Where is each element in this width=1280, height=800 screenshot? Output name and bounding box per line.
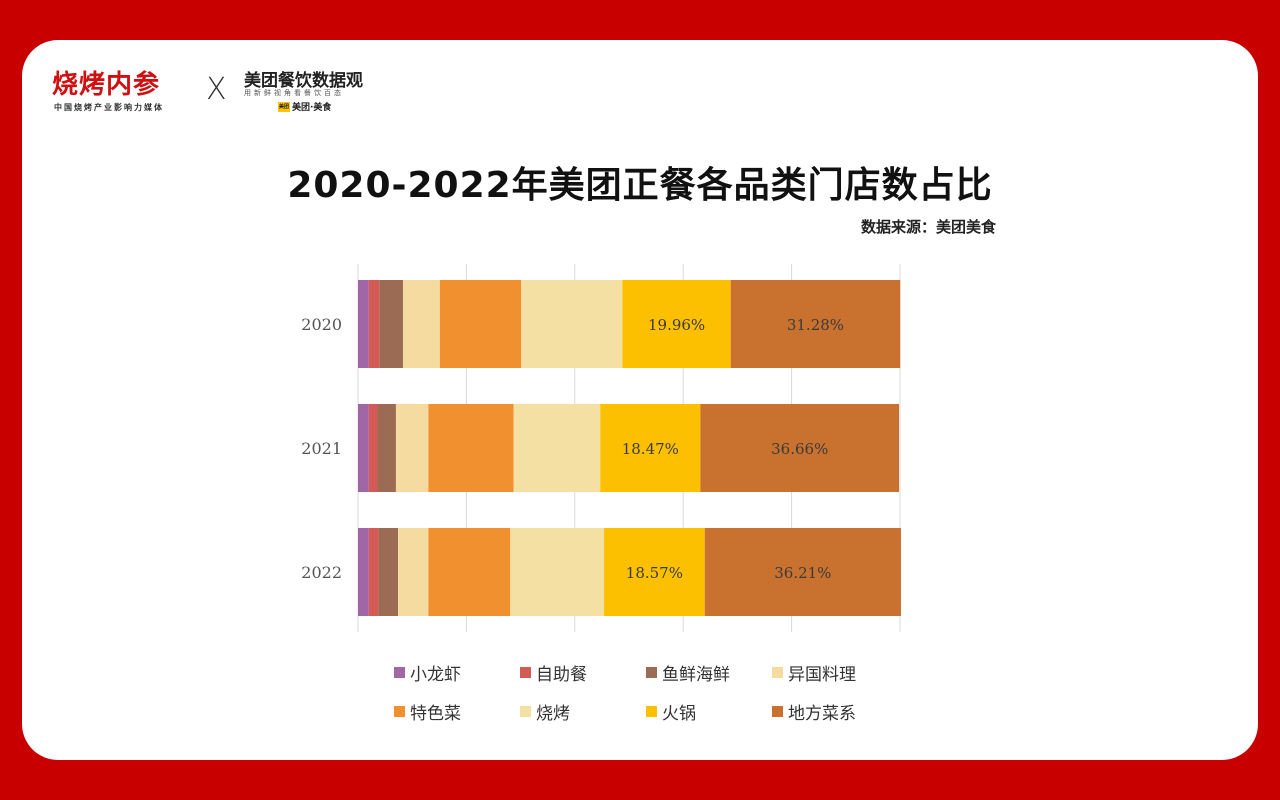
brand-logo-meituan-tagline: 用新鲜视角看餐饮百态 bbox=[244, 89, 344, 97]
bar-segment bbox=[358, 280, 369, 368]
meituan-food-brand-label: 美团·美食 bbox=[292, 103, 332, 113]
data-label: 18.47% bbox=[622, 440, 679, 458]
legend-item: 地方菜系 bbox=[772, 699, 898, 724]
bar-segment bbox=[398, 528, 429, 616]
data-label: 18.57% bbox=[626, 564, 683, 582]
bar-segment bbox=[428, 404, 514, 492]
data-label: 31.28% bbox=[787, 316, 844, 334]
bar-segment bbox=[704, 528, 901, 616]
data-label: 36.66% bbox=[771, 440, 828, 458]
bar-segment bbox=[358, 404, 369, 492]
legend-label: 烧烤 bbox=[536, 704, 570, 724]
bar-segment bbox=[379, 280, 403, 368]
legend-item: 自助餐 bbox=[520, 660, 646, 685]
legend-swatch bbox=[772, 706, 783, 717]
bar-segment bbox=[378, 528, 399, 616]
bar-segment bbox=[368, 528, 379, 616]
bar-segment bbox=[604, 528, 705, 616]
legend-swatch bbox=[646, 706, 657, 717]
legend-item: 特色菜 bbox=[394, 699, 520, 724]
bar-segment bbox=[513, 404, 601, 492]
legend-swatch bbox=[646, 667, 657, 678]
legend-label: 鱼鲜海鲜 bbox=[662, 665, 730, 685]
brand-logo-shaokao-tagline: 中国烧烤产业影响力媒体 bbox=[54, 103, 164, 112]
legend-item: 小龙虾 bbox=[394, 660, 520, 685]
meituan-mark-icon: 美团 bbox=[278, 101, 290, 112]
bar-segment bbox=[600, 404, 701, 492]
bar-segment bbox=[521, 280, 623, 368]
bar-segment bbox=[358, 528, 369, 616]
legend-swatch bbox=[394, 667, 405, 678]
brand-logo-meituan: 美团餐饮数据观 bbox=[244, 71, 363, 91]
legend-swatch bbox=[772, 667, 783, 678]
chart-source: 数据来源：美团美食 bbox=[860, 218, 996, 236]
brand-logo-shaokao: 烧烤内参 bbox=[52, 70, 161, 100]
bar-segment bbox=[377, 404, 396, 492]
bar-segment bbox=[439, 280, 522, 368]
legend-label: 异国料理 bbox=[788, 665, 856, 685]
legend-item: 鱼鲜海鲜 bbox=[646, 660, 772, 685]
bar-segment bbox=[428, 528, 511, 616]
bar-segment bbox=[395, 404, 429, 492]
bar-segment bbox=[510, 528, 605, 616]
legend-item: 火锅 bbox=[646, 699, 772, 724]
y-tick-label: 2021 bbox=[301, 439, 342, 458]
legend-label: 特色菜 bbox=[410, 704, 461, 724]
y-tick-label: 2022 bbox=[301, 563, 342, 582]
bar-segment bbox=[402, 280, 440, 368]
bar-segment bbox=[368, 280, 380, 368]
legend-item: 烧烤 bbox=[520, 699, 646, 724]
legend-item: 异国料理 bbox=[772, 660, 898, 685]
legend-swatch bbox=[520, 667, 531, 678]
data-label: 36.21% bbox=[774, 564, 831, 582]
bar-segment bbox=[730, 280, 901, 368]
legend-swatch bbox=[394, 706, 405, 717]
legend-label: 火锅 bbox=[662, 704, 696, 724]
chart-card: 烧烤内参 中国烧烤产业影响力媒体 X 美团餐饮数据观 用新鲜视角看餐饮百态 美团… bbox=[22, 40, 1258, 760]
bar-segment bbox=[700, 404, 900, 492]
legend-swatch bbox=[520, 706, 531, 717]
bar-segment bbox=[368, 404, 378, 492]
chart-title: 2020-2022年美团正餐各品类门店数占比 bbox=[287, 165, 993, 206]
legend-label: 小龙虾 bbox=[410, 665, 461, 685]
meituan-food-brand: 美团 美团·美食 bbox=[278, 100, 331, 113]
legend-label: 地方菜系 bbox=[788, 704, 856, 724]
data-label: 19.96% bbox=[648, 316, 705, 334]
chart-legend: 小龙虾 自助餐 鱼鲜海鲜 异国料理特色菜 烧烤 火锅 地方菜系 bbox=[394, 660, 894, 724]
y-tick-label: 2020 bbox=[301, 315, 342, 334]
bar-segment bbox=[622, 280, 731, 368]
collab-x-mark: X bbox=[206, 72, 227, 107]
stacked-bar-chart: 2020 19.96% 31.28% 2021 18.47% 36.66% 2022 18.5… bbox=[301, 264, 901, 632]
legend-label: 自助餐 bbox=[536, 665, 587, 685]
